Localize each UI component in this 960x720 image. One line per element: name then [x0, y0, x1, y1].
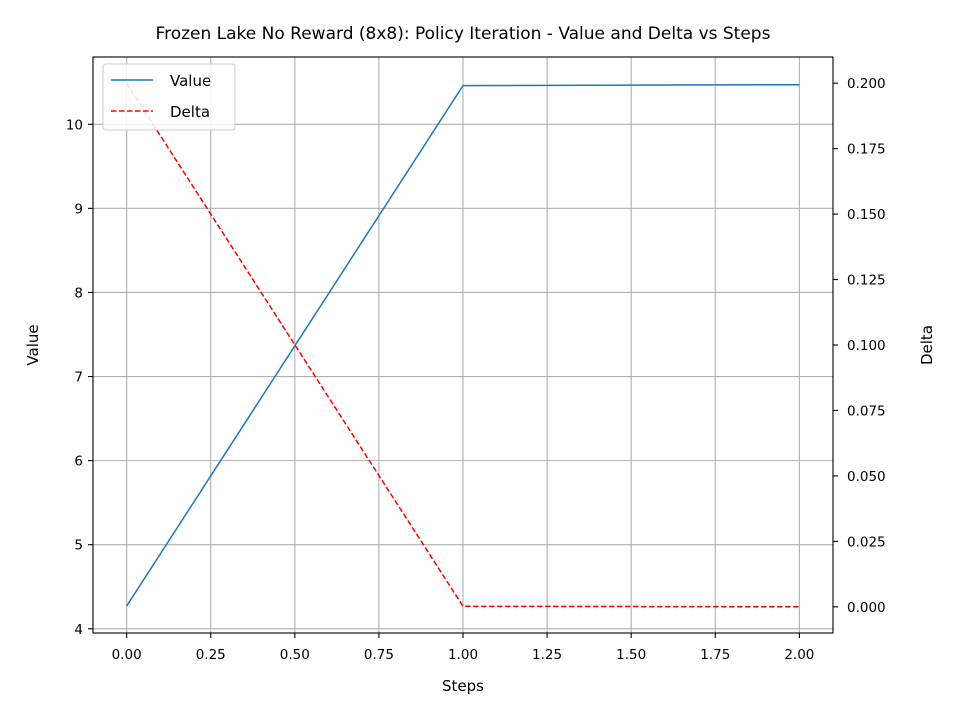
series-layer: [125, 82, 800, 608]
legend-label-delta: Delta: [170, 103, 210, 121]
y-tick-label: 9: [74, 201, 83, 217]
x-axis: 0.00 0.25 0.50 0.75 1.00 1.25 1.50 1.75 2.00: [112, 633, 814, 663]
chart-title: Frozen Lake No Reward (8x8): Policy Iter…: [156, 24, 771, 44]
x-tick-label: 1.50: [616, 647, 646, 663]
y-tick-label: 5: [74, 538, 83, 554]
legend: Value Delta: [102, 63, 236, 131]
x-tick-label: 0.25: [196, 647, 226, 663]
x-tick-label: 2.00: [784, 647, 814, 663]
y2-tick-label: 0.025: [847, 534, 886, 550]
y2-tick-label: 0.100: [847, 338, 886, 354]
y-tick-label: 4: [74, 622, 83, 638]
y2-tick-label: 0.050: [847, 469, 886, 485]
y2-tick-label: 0.000: [847, 600, 886, 616]
y2-tick-label: 0.125: [847, 273, 886, 289]
y-tick-label: 7: [74, 370, 83, 386]
y2-axis-label: Delta: [918, 325, 936, 365]
y-tick-label: 6: [74, 454, 83, 470]
y-tick-label: 10: [66, 117, 83, 133]
y-axis-right: 0.000 0.025 0.050 0.075 0.100 0.125 0.150 0.175…: [833, 76, 886, 616]
legend-box: [102, 63, 236, 131]
x-axis-label: Steps: [442, 677, 484, 695]
legend-label-value: Value: [170, 72, 211, 90]
y2-tick-label: 0.200: [847, 76, 886, 92]
x-tick-label: 1.75: [700, 647, 730, 663]
series-line-value: [125, 83, 800, 607]
x-tick-label: 0.75: [364, 647, 394, 663]
x-tick-label: 1.25: [532, 647, 562, 663]
y-axis-label: Value: [24, 324, 42, 365]
grid: [93, 57, 833, 633]
y-axis-left: 4 5 6 7 8 9 10: [66, 117, 93, 638]
y2-tick-label: 0.075: [847, 403, 886, 419]
x-tick-label: 1.00: [448, 647, 478, 663]
x-tick-label: 0.50: [280, 647, 310, 663]
x-tick-label: 0.00: [112, 647, 142, 663]
y2-tick-label: 0.150: [847, 207, 886, 223]
y-tick-label: 8: [74, 285, 83, 301]
y2-tick-label: 0.175: [847, 142, 886, 158]
